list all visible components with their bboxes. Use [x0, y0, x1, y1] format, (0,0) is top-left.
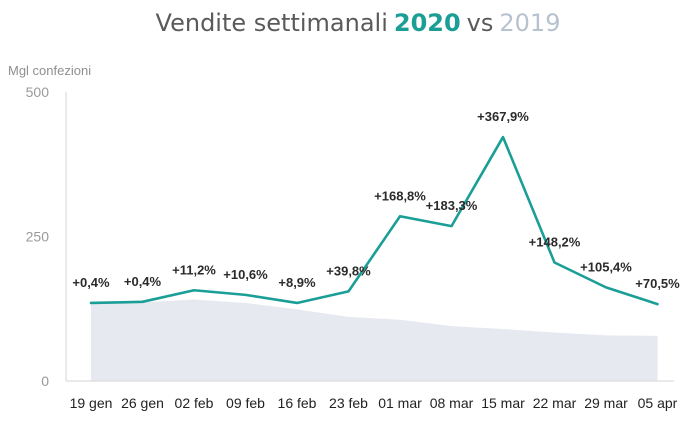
y-axis-unit-label: Mgl confezioni [8, 63, 91, 78]
data-label: +148,2% [529, 235, 581, 250]
y-tick-label: 250 [26, 229, 50, 245]
data-label: +0,4% [124, 274, 162, 289]
x-tick-label: 09 feb [226, 395, 265, 411]
x-tick-label: 05 apr [638, 395, 678, 411]
series-2019-area-layer [91, 299, 658, 381]
x-tick-label: 01 mar [378, 395, 422, 411]
data-label: +8,9% [278, 275, 316, 290]
data-label: +70,5% [635, 276, 680, 291]
x-tick-label: 02 feb [175, 395, 214, 411]
series-2020-line-layer [89, 135, 659, 306]
x-tick-label: 29 mar [584, 395, 628, 411]
data-label: +0,4% [72, 275, 110, 290]
data-label: +39,8% [326, 263, 371, 278]
data-labels: +0,4% +0,4% +11,2% +10,6% +8,9% +39,8% +168,8%… [72, 109, 680, 291]
series-2020-line [89, 135, 659, 306]
x-axis-ticks: 19 gen 26 gen 02 feb 09 feb 16 feb 23 feb 01 m… [70, 395, 678, 411]
data-label: +183,3% [426, 198, 478, 213]
x-tick-label: 16 feb [278, 395, 317, 411]
y-tick-label: 500 [26, 84, 50, 100]
chart-title: Vendite settimanali 2020 vs 2019 [156, 9, 561, 37]
title-series-2020: 2020 [394, 9, 461, 37]
x-tick-label: 19 gen [70, 395, 113, 411]
y-tick-label: 0 [41, 373, 49, 389]
data-label: +367,9% [477, 109, 529, 124]
data-label: +11,2% [172, 262, 216, 277]
data-label: +10,6% [223, 267, 268, 282]
x-tick-label: 23 feb [329, 395, 368, 411]
data-label: +168,8% [374, 188, 426, 203]
title-vs: vs [467, 9, 494, 37]
x-tick-label: 08 mar [430, 395, 474, 411]
series-2019-area [91, 299, 658, 381]
data-label: +105,4% [580, 259, 632, 274]
x-tick-label: 15 mar [481, 395, 525, 411]
y-axis-ticks: 0 250 500 [26, 84, 50, 389]
title-prefix: Vendite settimanali [156, 9, 388, 37]
axes [65, 92, 674, 382]
title-series-2019: 2019 [499, 9, 560, 37]
x-tick-label: 22 mar [533, 395, 577, 411]
x-tick-label: 26 gen [121, 395, 164, 411]
